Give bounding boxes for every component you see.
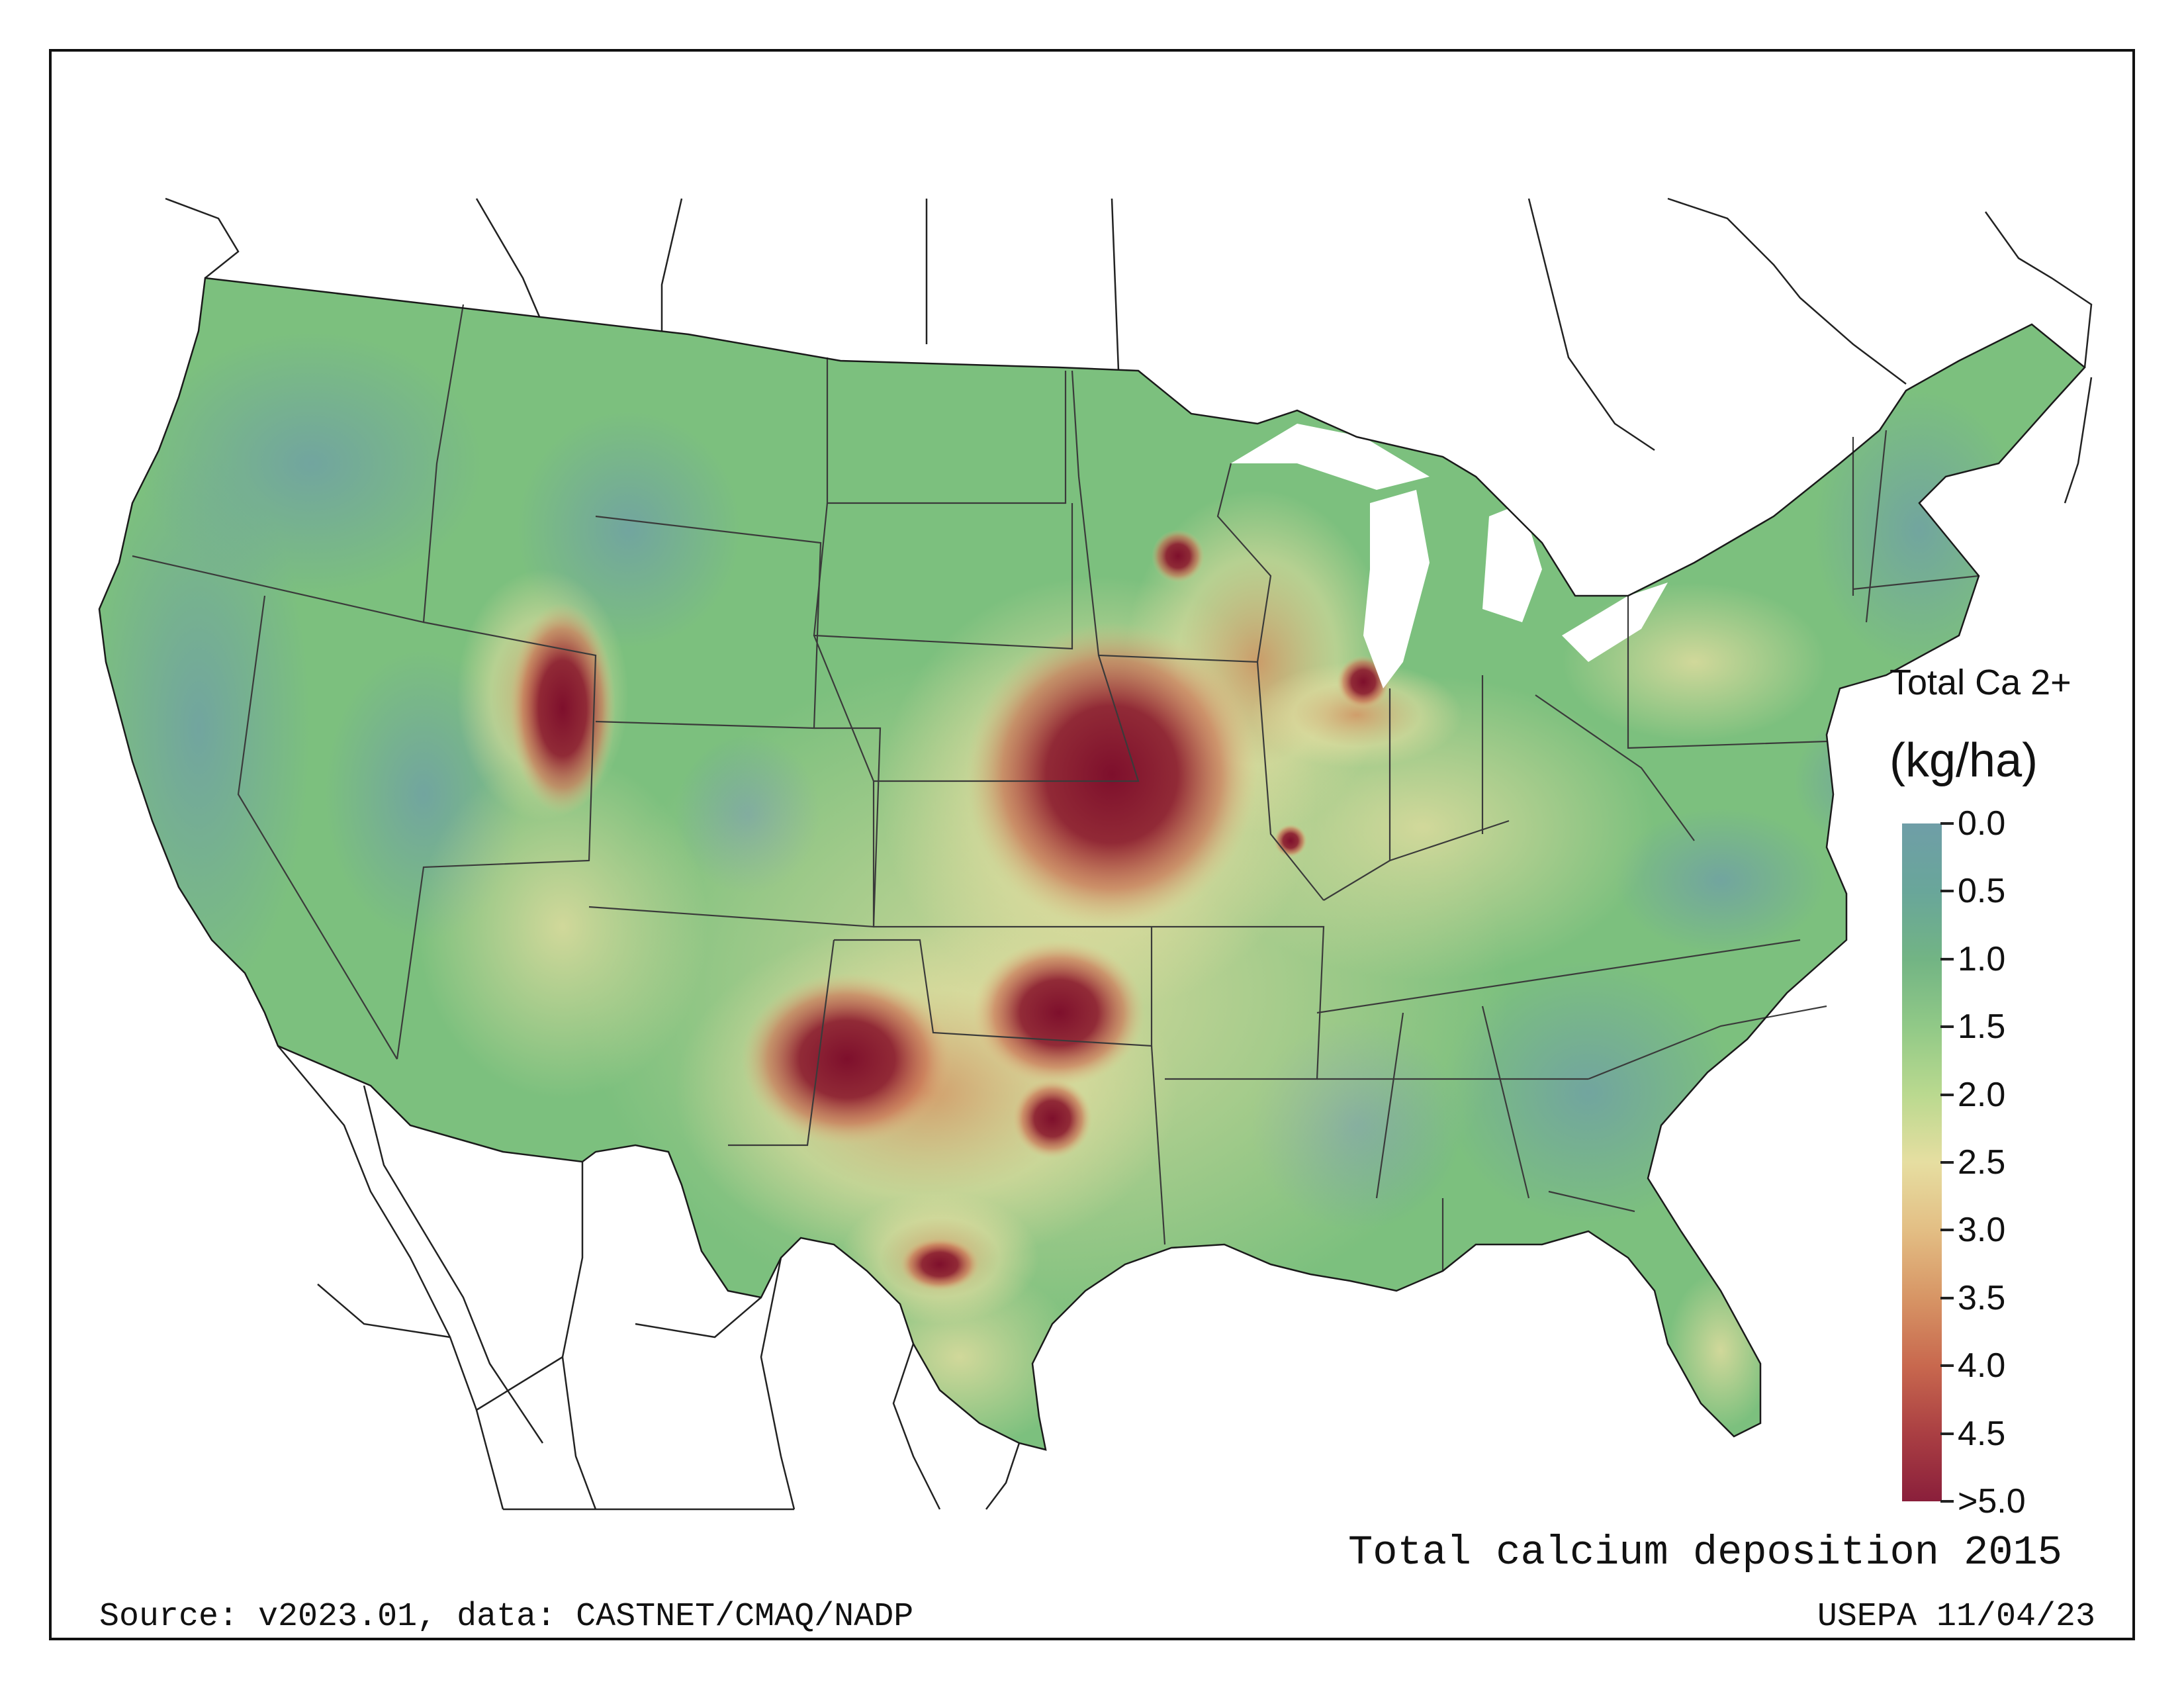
- colorbar-tick-label: 3.5: [1958, 1278, 2006, 1317]
- colorbar-tick-mark: [1940, 1364, 1954, 1368]
- colorbar-tick-label: 4.5: [1958, 1414, 2006, 1453]
- colorbar-tick-label: 1.5: [1958, 1008, 2006, 1047]
- legend-title: Total Ca 2+: [1889, 663, 2071, 702]
- colorbar: [1902, 823, 1942, 1501]
- colorbar-tick-mark: [1940, 1296, 1954, 1299]
- colorbar-tick-label: 4.0: [1958, 1346, 2006, 1385]
- state-boundaries: [132, 304, 1979, 1271]
- colorbar-tick-mark: [1940, 1229, 1954, 1232]
- legend-unit: (kg/ha): [1889, 734, 2038, 787]
- colorbar-tick-mark: [1940, 1500, 1954, 1503]
- map-title: Total calcium deposition 2015: [1348, 1529, 2062, 1576]
- colorbar-tick-label: 2.0: [1958, 1075, 2006, 1114]
- colorbar-tick-label: 0.5: [1958, 872, 2006, 911]
- colorbar-tick-mark: [1940, 822, 1954, 825]
- source-note: Source: v2023.01, data: CASTNET/CMAQ/NAD…: [99, 1598, 914, 1636]
- colorbar-tick-label: >5.0: [1958, 1482, 2026, 1521]
- colorbar-tick-label: 3.0: [1958, 1211, 2006, 1250]
- agency-date-stamp: USEPA 11/04/23: [1817, 1598, 2095, 1636]
- colorbar-tick-label: 1.0: [1958, 939, 2006, 978]
- colorbar-tick-mark: [1940, 1093, 1954, 1096]
- colorbar-tick-label: 2.5: [1958, 1143, 2006, 1182]
- colorbar-tick-mark: [1940, 1161, 1954, 1164]
- colorbar-tick-mark: [1940, 890, 1954, 893]
- neighbor-outlines: [165, 197, 2093, 1511]
- colorbar-tick-mark: [1940, 957, 1954, 961]
- colorbar-tick-mark: [1940, 1025, 1954, 1029]
- colorbar-tick-mark: [1940, 1432, 1954, 1435]
- colorbar-tick-label: 0.0: [1958, 804, 2006, 843]
